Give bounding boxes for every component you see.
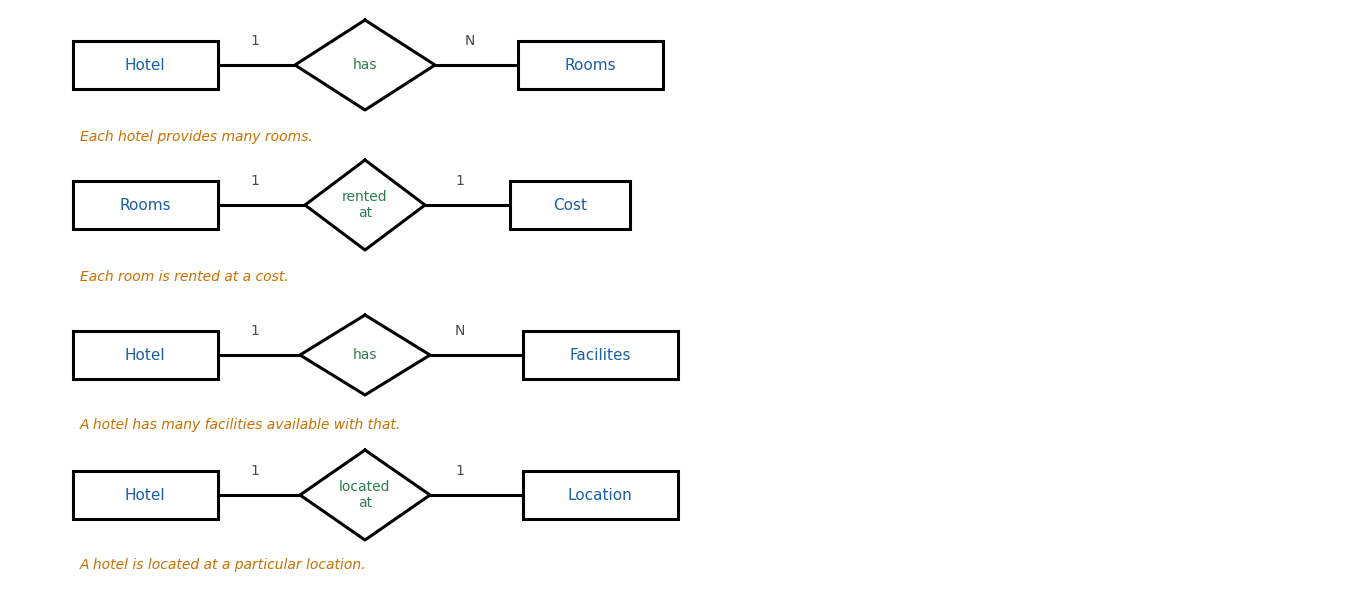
Text: 1: 1 bbox=[250, 174, 260, 188]
Bar bbox=[72, 181, 218, 229]
Polygon shape bbox=[305, 160, 424, 250]
Text: N: N bbox=[454, 324, 465, 338]
Bar bbox=[72, 471, 218, 519]
Bar bbox=[522, 471, 677, 519]
Text: 1: 1 bbox=[250, 324, 260, 338]
Text: N: N bbox=[465, 34, 475, 48]
Text: has: has bbox=[352, 58, 377, 72]
Bar bbox=[518, 41, 662, 89]
Text: Location: Location bbox=[567, 488, 632, 502]
Text: Hotel: Hotel bbox=[125, 58, 166, 72]
Text: 1: 1 bbox=[250, 464, 260, 478]
Text: 1: 1 bbox=[456, 464, 464, 478]
Bar bbox=[72, 331, 218, 379]
Text: A hotel has many facilities available with that.: A hotel has many facilities available wi… bbox=[80, 418, 401, 432]
Text: Facilites: Facilites bbox=[570, 348, 631, 362]
Bar bbox=[510, 181, 630, 229]
Polygon shape bbox=[301, 315, 430, 395]
Text: Cost: Cost bbox=[554, 198, 588, 212]
Text: 1: 1 bbox=[250, 34, 260, 48]
Text: rented
at: rented at bbox=[343, 190, 388, 220]
Text: Each hotel provides many rooms.: Each hotel provides many rooms. bbox=[80, 130, 313, 144]
Polygon shape bbox=[295, 20, 435, 110]
Bar bbox=[522, 331, 677, 379]
Text: Rooms: Rooms bbox=[120, 198, 171, 212]
Bar bbox=[72, 41, 218, 89]
Text: Each room is rented at a cost.: Each room is rented at a cost. bbox=[80, 270, 288, 284]
Text: 1: 1 bbox=[456, 174, 464, 188]
Text: has: has bbox=[352, 348, 377, 362]
Text: Rooms: Rooms bbox=[564, 58, 616, 72]
Text: A hotel is located at a particular location.: A hotel is located at a particular locat… bbox=[80, 558, 366, 572]
Polygon shape bbox=[301, 450, 430, 540]
Text: Hotel: Hotel bbox=[125, 348, 166, 362]
Text: Hotel: Hotel bbox=[125, 488, 166, 502]
Text: located
at: located at bbox=[339, 480, 390, 510]
